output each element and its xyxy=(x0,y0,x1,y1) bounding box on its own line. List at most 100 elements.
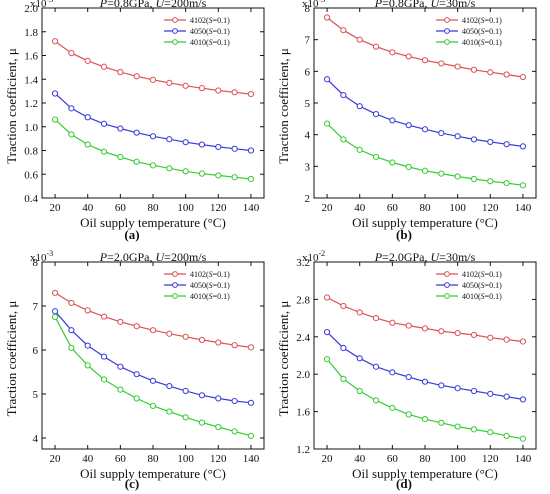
data-point xyxy=(323,294,331,301)
data-point xyxy=(356,36,363,43)
y-tick-label: 1.2 xyxy=(24,98,38,110)
data-point xyxy=(117,125,124,132)
legend-swatch-marker xyxy=(444,282,450,288)
data-point xyxy=(149,162,157,169)
data-point xyxy=(323,120,331,127)
data-point xyxy=(149,76,157,83)
data-point xyxy=(231,89,238,96)
y-tick-label: 6 xyxy=(305,66,311,78)
x-tick-label: 40 xyxy=(354,202,366,214)
data-point xyxy=(231,342,238,349)
legend-swatch-marker xyxy=(172,271,178,277)
y-tick-label: 1.2 xyxy=(296,444,310,456)
series-line-3 xyxy=(54,119,251,180)
panel-caption: (a) xyxy=(124,227,139,242)
data-point xyxy=(247,175,255,183)
data-point xyxy=(340,375,347,382)
x-tick-label: 80 xyxy=(148,453,160,465)
data-point xyxy=(356,355,363,362)
data-point xyxy=(182,82,189,89)
x-tick-label: 60 xyxy=(387,202,399,214)
data-point xyxy=(117,363,124,370)
legend-label: 4102(S=0.1) xyxy=(462,16,502,25)
panel-caption: (d) xyxy=(396,476,412,491)
data-point xyxy=(372,153,380,160)
x-tick-label: 120 xyxy=(482,453,499,465)
data-point xyxy=(247,344,255,351)
data-point xyxy=(51,308,59,315)
data-point xyxy=(198,85,206,92)
x-axis-label: Oil supply temperature (°C) xyxy=(80,466,226,481)
data-point xyxy=(405,322,412,329)
axis-multiplier: x10-2 xyxy=(302,249,325,264)
data-point xyxy=(389,117,396,124)
y-tick-label: 2 xyxy=(305,193,311,205)
data-point xyxy=(503,141,510,148)
data-point xyxy=(340,91,347,99)
x-tick-label: 140 xyxy=(515,202,532,214)
data-point xyxy=(438,129,445,137)
data-point xyxy=(340,344,347,352)
data-point xyxy=(133,73,140,80)
data-point xyxy=(454,173,461,180)
data-point xyxy=(51,313,59,321)
data-point xyxy=(68,50,75,57)
data-point xyxy=(519,396,527,403)
legend-swatch-marker xyxy=(172,293,178,299)
legend-swatch-marker xyxy=(172,39,178,45)
data-point xyxy=(519,435,527,442)
data-point xyxy=(421,325,429,332)
data-point xyxy=(133,371,140,378)
data-point xyxy=(149,133,157,140)
series-line-2 xyxy=(326,78,523,147)
data-point xyxy=(231,428,238,435)
data-point xyxy=(323,14,331,21)
axis-multiplier: x10-3 xyxy=(30,0,53,10)
data-point xyxy=(487,390,494,397)
data-point xyxy=(470,66,478,73)
data-point xyxy=(372,397,380,404)
data-point xyxy=(84,57,91,64)
data-point xyxy=(405,163,412,171)
data-point xyxy=(247,432,255,439)
data-point xyxy=(372,315,380,322)
data-point xyxy=(166,408,173,415)
data-point xyxy=(198,141,206,148)
x-axis-label: Oil supply temperature (°C) xyxy=(352,215,498,230)
x-tick-label: 140 xyxy=(243,453,260,465)
series-line-1 xyxy=(54,40,251,95)
data-point xyxy=(84,307,91,314)
data-point xyxy=(182,333,189,340)
data-point xyxy=(421,415,429,423)
y-tick-label: 1.8 xyxy=(24,27,38,39)
data-point xyxy=(198,170,206,177)
data-point xyxy=(166,165,173,172)
data-point xyxy=(68,131,75,138)
data-point xyxy=(323,329,331,336)
data-point xyxy=(454,423,461,430)
data-point xyxy=(487,334,494,341)
legend-swatch-marker xyxy=(172,17,178,23)
data-point xyxy=(68,344,75,351)
data-point xyxy=(182,387,189,395)
data-point xyxy=(438,419,445,426)
data-point xyxy=(470,175,478,183)
data-point xyxy=(198,392,206,399)
data-point xyxy=(133,158,140,165)
legend-label: 4010(S=0.1) xyxy=(462,292,502,301)
data-point xyxy=(100,353,108,360)
panel-title: P=0.8GPa, U=200m/s xyxy=(99,0,207,10)
plot-frame xyxy=(41,7,265,199)
data-point xyxy=(372,363,380,370)
axis-multiplier: x10-3 xyxy=(302,0,325,10)
legend-label: 4050(S=0.1) xyxy=(462,281,502,290)
x-tick-label: 40 xyxy=(82,453,94,465)
y-tick-label: 3.2 xyxy=(296,257,310,269)
data-point xyxy=(51,289,59,296)
y-tick-label: 0.6 xyxy=(24,169,38,181)
x-tick-label: 100 xyxy=(449,202,466,214)
data-point xyxy=(133,395,140,402)
data-point xyxy=(389,49,396,56)
data-point xyxy=(84,362,91,369)
data-point xyxy=(100,63,108,70)
